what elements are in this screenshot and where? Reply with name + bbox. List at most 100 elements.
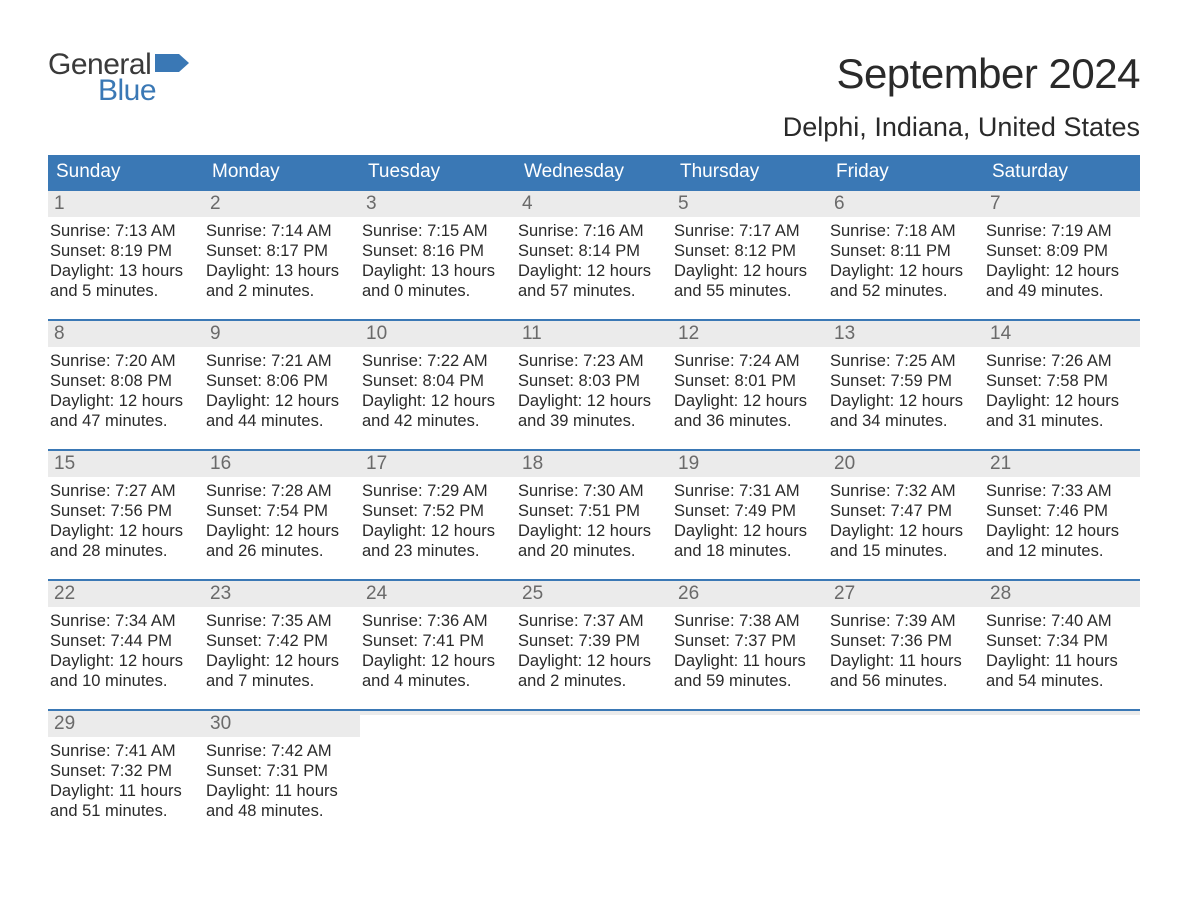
daylight-text: Daylight: 12 hours and 4 minutes. xyxy=(362,651,514,691)
daylight-text: Daylight: 12 hours and 28 minutes. xyxy=(50,521,202,561)
day-of-week-header: Sunday Monday Tuesday Wednesday Thursday… xyxy=(48,155,1140,189)
day-number: 5 xyxy=(672,191,828,217)
day-number: 23 xyxy=(204,581,360,607)
daylight-text: Daylight: 12 hours and 49 minutes. xyxy=(986,261,1138,301)
day-number xyxy=(672,711,828,715)
day-number xyxy=(828,711,984,715)
sunrise-text: Sunrise: 7:38 AM xyxy=(674,611,826,631)
day-body: Sunrise: 7:36 AMSunset: 7:41 PMDaylight:… xyxy=(360,607,516,696)
calendar-day: 10Sunrise: 7:22 AMSunset: 8:04 PMDayligh… xyxy=(360,321,516,439)
sunrise-text: Sunrise: 7:42 AM xyxy=(206,741,358,761)
calendar-week: 29Sunrise: 7:41 AMSunset: 7:32 PMDayligh… xyxy=(48,709,1140,829)
day-number: 2 xyxy=(204,191,360,217)
day-number: 4 xyxy=(516,191,672,217)
sunrise-text: Sunrise: 7:23 AM xyxy=(518,351,670,371)
calendar-page: General Blue September 2024 Delphi, Indi… xyxy=(0,0,1188,918)
daylight-text: Daylight: 12 hours and 23 minutes. xyxy=(362,521,514,561)
day-number: 1 xyxy=(48,191,204,217)
day-body: Sunrise: 7:23 AMSunset: 8:03 PMDaylight:… xyxy=(516,347,672,436)
day-number xyxy=(516,711,672,715)
day-number: 3 xyxy=(360,191,516,217)
daylight-text: Daylight: 13 hours and 5 minutes. xyxy=(50,261,202,301)
day-number: 28 xyxy=(984,581,1140,607)
sunset-text: Sunset: 7:52 PM xyxy=(362,501,514,521)
sunset-text: Sunset: 8:08 PM xyxy=(50,371,202,391)
day-body: Sunrise: 7:18 AMSunset: 8:11 PMDaylight:… xyxy=(828,217,984,306)
day-number: 25 xyxy=(516,581,672,607)
title-location: Delphi, Indiana, United States xyxy=(783,112,1140,143)
sunset-text: Sunset: 7:31 PM xyxy=(206,761,358,781)
day-number: 24 xyxy=(360,581,516,607)
day-body: Sunrise: 7:35 AMSunset: 7:42 PMDaylight:… xyxy=(204,607,360,696)
day-body: Sunrise: 7:27 AMSunset: 7:56 PMDaylight:… xyxy=(48,477,204,566)
calendar-day: 8Sunrise: 7:20 AMSunset: 8:08 PMDaylight… xyxy=(48,321,204,439)
sunrise-text: Sunrise: 7:19 AM xyxy=(986,221,1138,241)
sunset-text: Sunset: 7:56 PM xyxy=(50,501,202,521)
sunset-text: Sunset: 7:46 PM xyxy=(986,501,1138,521)
daylight-text: Daylight: 12 hours and 36 minutes. xyxy=(674,391,826,431)
calendar-day: 15Sunrise: 7:27 AMSunset: 7:56 PMDayligh… xyxy=(48,451,204,569)
sunset-text: Sunset: 8:19 PM xyxy=(50,241,202,261)
calendar-day: 9Sunrise: 7:21 AMSunset: 8:06 PMDaylight… xyxy=(204,321,360,439)
sunset-text: Sunset: 8:12 PM xyxy=(674,241,826,261)
daylight-text: Daylight: 12 hours and 7 minutes. xyxy=(206,651,358,691)
sunset-text: Sunset: 8:04 PM xyxy=(362,371,514,391)
day-number: 29 xyxy=(48,711,204,737)
dow-wednesday: Wednesday xyxy=(516,155,672,189)
calendar-day: 29Sunrise: 7:41 AMSunset: 7:32 PMDayligh… xyxy=(48,711,204,829)
day-body: Sunrise: 7:21 AMSunset: 8:06 PMDaylight:… xyxy=(204,347,360,436)
day-number: 6 xyxy=(828,191,984,217)
day-body: Sunrise: 7:32 AMSunset: 7:47 PMDaylight:… xyxy=(828,477,984,566)
day-number: 10 xyxy=(360,321,516,347)
sunset-text: Sunset: 8:01 PM xyxy=(674,371,826,391)
calendar-day: 21Sunrise: 7:33 AMSunset: 7:46 PMDayligh… xyxy=(984,451,1140,569)
calendar-day: 24Sunrise: 7:36 AMSunset: 7:41 PMDayligh… xyxy=(360,581,516,699)
calendar-day xyxy=(828,711,984,829)
dow-friday: Friday xyxy=(828,155,984,189)
calendar-day xyxy=(672,711,828,829)
daylight-text: Daylight: 11 hours and 59 minutes. xyxy=(674,651,826,691)
calendar-day: 3Sunrise: 7:15 AMSunset: 8:16 PMDaylight… xyxy=(360,191,516,309)
sunrise-text: Sunrise: 7:15 AM xyxy=(362,221,514,241)
daylight-text: Daylight: 12 hours and 52 minutes. xyxy=(830,261,982,301)
sunset-text: Sunset: 7:47 PM xyxy=(830,501,982,521)
calendar-week: 22Sunrise: 7:34 AMSunset: 7:44 PMDayligh… xyxy=(48,579,1140,699)
day-number xyxy=(360,711,516,715)
calendar-day: 13Sunrise: 7:25 AMSunset: 7:59 PMDayligh… xyxy=(828,321,984,439)
sunset-text: Sunset: 8:11 PM xyxy=(830,241,982,261)
day-number: 13 xyxy=(828,321,984,347)
calendar-day: 6Sunrise: 7:18 AMSunset: 8:11 PMDaylight… xyxy=(828,191,984,309)
sunset-text: Sunset: 7:36 PM xyxy=(830,631,982,651)
sunrise-text: Sunrise: 7:24 AM xyxy=(674,351,826,371)
daylight-text: Daylight: 12 hours and 12 minutes. xyxy=(986,521,1138,561)
sunset-text: Sunset: 7:58 PM xyxy=(986,371,1138,391)
day-number: 30 xyxy=(204,711,360,737)
sunset-text: Sunset: 8:17 PM xyxy=(206,241,358,261)
calendar-day: 18Sunrise: 7:30 AMSunset: 7:51 PMDayligh… xyxy=(516,451,672,569)
sunrise-text: Sunrise: 7:31 AM xyxy=(674,481,826,501)
day-body: Sunrise: 7:14 AMSunset: 8:17 PMDaylight:… xyxy=(204,217,360,306)
brand-text-blue: Blue xyxy=(48,76,189,106)
sunset-text: Sunset: 7:44 PM xyxy=(50,631,202,651)
daylight-text: Daylight: 12 hours and 34 minutes. xyxy=(830,391,982,431)
sunset-text: Sunset: 7:41 PM xyxy=(362,631,514,651)
day-body: Sunrise: 7:20 AMSunset: 8:08 PMDaylight:… xyxy=(48,347,204,436)
day-body: Sunrise: 7:37 AMSunset: 7:39 PMDaylight:… xyxy=(516,607,672,696)
calendar-day xyxy=(984,711,1140,829)
calendar-day xyxy=(360,711,516,829)
calendar-day: 30Sunrise: 7:42 AMSunset: 7:31 PMDayligh… xyxy=(204,711,360,829)
sunrise-text: Sunrise: 7:35 AM xyxy=(206,611,358,631)
sunrise-text: Sunrise: 7:16 AM xyxy=(518,221,670,241)
calendar-day: 27Sunrise: 7:39 AMSunset: 7:36 PMDayligh… xyxy=(828,581,984,699)
sunrise-text: Sunrise: 7:30 AM xyxy=(518,481,670,501)
day-body: Sunrise: 7:13 AMSunset: 8:19 PMDaylight:… xyxy=(48,217,204,306)
day-body: Sunrise: 7:40 AMSunset: 7:34 PMDaylight:… xyxy=(984,607,1140,696)
daylight-text: Daylight: 11 hours and 51 minutes. xyxy=(50,781,202,821)
calendar-day: 14Sunrise: 7:26 AMSunset: 7:58 PMDayligh… xyxy=(984,321,1140,439)
day-number: 9 xyxy=(204,321,360,347)
sunset-text: Sunset: 7:51 PM xyxy=(518,501,670,521)
sunset-text: Sunset: 7:59 PM xyxy=(830,371,982,391)
day-body: Sunrise: 7:16 AMSunset: 8:14 PMDaylight:… xyxy=(516,217,672,306)
title-block: September 2024 Delphi, Indiana, United S… xyxy=(783,50,1140,143)
calendar-day: 22Sunrise: 7:34 AMSunset: 7:44 PMDayligh… xyxy=(48,581,204,699)
